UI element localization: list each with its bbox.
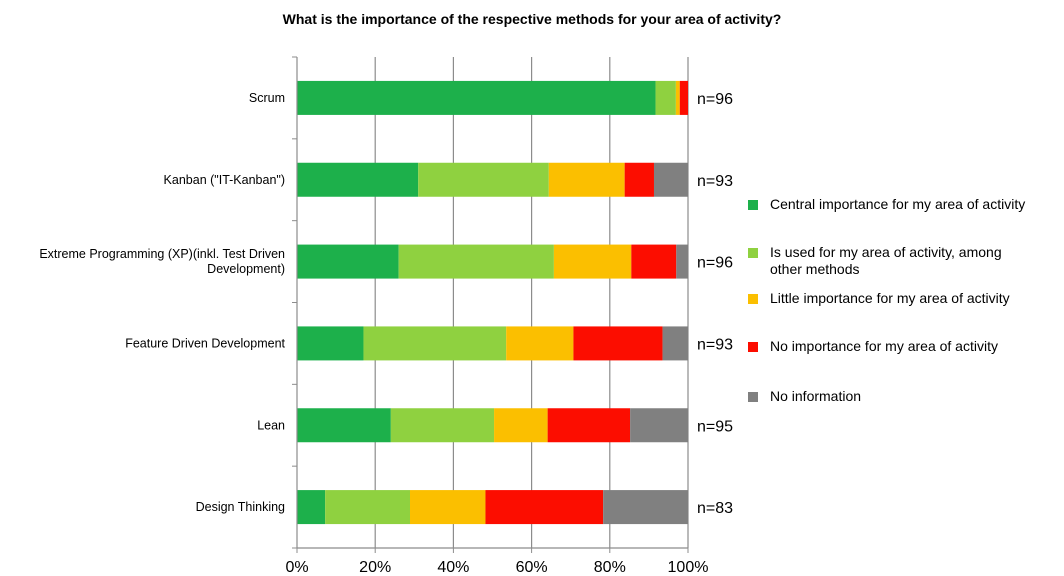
bar-segment-design-thinking-s0 <box>297 490 326 525</box>
bar-segment-feature-driven-development-s3 <box>573 326 663 361</box>
legend-swatch-1 <box>748 248 758 258</box>
legend-label-3: No importance for my area of activity <box>770 338 998 354</box>
bar-segment-kanban-it-kanban-s2 <box>548 162 625 197</box>
legend-swatch-4 <box>748 392 758 402</box>
legend-swatch-0 <box>748 200 758 210</box>
bar-segment-extreme-programming-xp-inkl-test-driven-development-s1 <box>398 244 554 279</box>
bar-segment-feature-driven-development-s2 <box>506 326 574 361</box>
n-label: n=93 <box>697 173 733 190</box>
legend-label-1: Is used for my area of activity, among ot… <box>770 244 1002 277</box>
n-label: n=83 <box>697 500 733 517</box>
bar-segment-scrum-s3 <box>679 80 688 115</box>
bar-segment-kanban-it-kanban-s0 <box>297 162 419 197</box>
x-tick-label-20: 20% <box>359 559 391 576</box>
category-label: Feature Driven Development <box>125 336 285 350</box>
legend: Central importance for my area of activi… <box>748 196 1025 404</box>
bar-segment-extreme-programming-xp-inkl-test-driven-development-s2 <box>553 244 632 279</box>
bar-segment-kanban-it-kanban-s4 <box>653 162 688 197</box>
legend-label-2: Little importance for my area of activit… <box>770 290 1010 306</box>
n-label: n=96 <box>697 91 733 108</box>
bar-segment-scrum-s2 <box>675 80 680 115</box>
category-label: Lean <box>257 418 285 432</box>
bar-segment-design-thinking-s4 <box>603 490 688 525</box>
category-label: Design Thinking <box>196 500 285 514</box>
bar-segment-scrum-s1 <box>655 80 676 115</box>
legend-swatch-2 <box>748 294 758 304</box>
sample-size-labels: n=96 n=93 n=96 n=93 n=95 n=83 <box>697 91 733 517</box>
bar-segment-kanban-it-kanban-s1 <box>418 162 549 197</box>
bar-segment-extreme-programming-xp-inkl-test-driven-development-s0 <box>297 244 399 279</box>
bar-segment-extreme-programming-xp-inkl-test-driven-development-s4 <box>676 244 688 279</box>
n-label: n=93 <box>697 336 733 353</box>
bar-segment-feature-driven-development-s1 <box>363 326 507 361</box>
n-label: n=96 <box>697 255 733 272</box>
bar-segment-feature-driven-development-s4 <box>662 326 688 361</box>
bar-segment-lean-s0 <box>297 408 391 443</box>
legend-swatch-3 <box>748 342 758 352</box>
x-tick-label-40: 40% <box>437 559 469 576</box>
bar-segment-design-thinking-s3 <box>485 490 604 525</box>
x-tick-label-100: 100% <box>668 559 709 576</box>
x-tick-label-0: 0% <box>285 559 308 576</box>
category-label: Scrum <box>249 91 285 105</box>
bar-segment-extreme-programming-xp-inkl-test-driven-development-s3 <box>631 244 677 279</box>
x-tick-labels: 0% 20% 40% 60% 80% 100% <box>285 559 708 576</box>
bar-segment-feature-driven-development-s0 <box>297 326 364 361</box>
bars <box>297 80 688 525</box>
legend-label-0: Central importance for my area of activi… <box>770 196 1025 212</box>
category-labels: Scrum Kanban ("IT-Kanban") Extreme Program… <box>39 91 285 514</box>
bar-segment-scrum-s0 <box>297 80 656 115</box>
n-label: n=95 <box>697 418 733 435</box>
bar-segment-design-thinking-s1 <box>325 490 410 525</box>
bar-segment-lean-s1 <box>390 408 495 443</box>
bar-segment-lean-s3 <box>547 408 631 443</box>
bar-segment-design-thinking-s2 <box>409 490 486 525</box>
legend-label-4: No information <box>770 388 861 404</box>
bar-segment-lean-s2 <box>494 408 548 443</box>
x-tick-label-60: 60% <box>516 559 548 576</box>
bar-segment-lean-s4 <box>630 408 688 443</box>
gridlines <box>374 57 689 548</box>
x-tick-label-80: 80% <box>594 559 626 576</box>
axes <box>292 56 689 553</box>
bar-segment-kanban-it-kanban-s3 <box>624 162 654 197</box>
category-label: Kanban ("IT-Kanban") <box>164 173 285 187</box>
chart-title: What is the importance of the respective… <box>283 11 782 27</box>
category-label: Extreme Programming (XP)(inkl. Test Driv… <box>39 247 285 276</box>
